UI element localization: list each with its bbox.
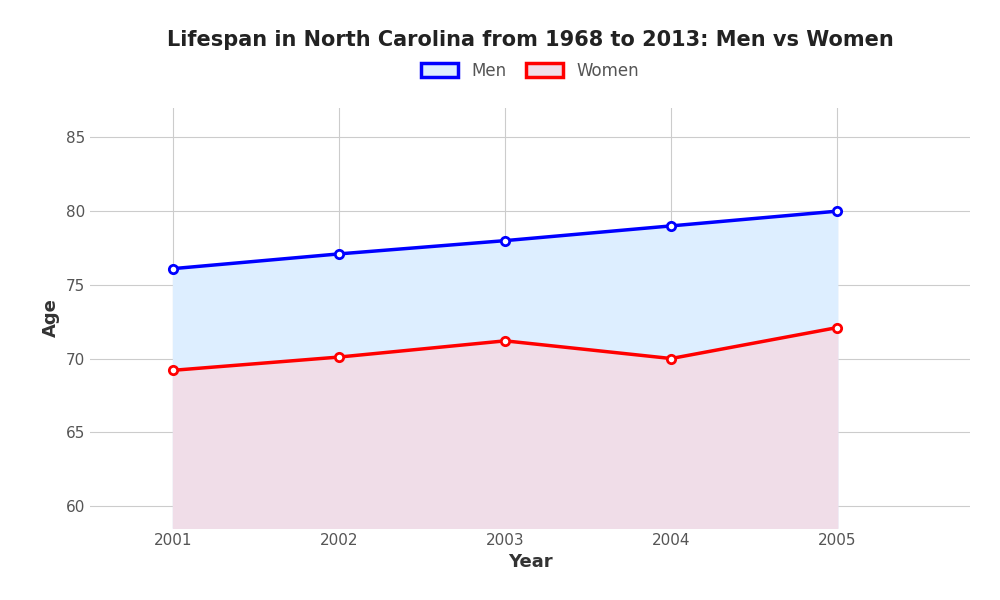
Legend: Men, Women: Men, Women [421,62,639,80]
X-axis label: Year: Year [508,553,552,571]
Title: Lifespan in North Carolina from 1968 to 2013: Men vs Women: Lifespan in North Carolina from 1968 to … [167,29,893,49]
Y-axis label: Age: Age [42,299,60,337]
